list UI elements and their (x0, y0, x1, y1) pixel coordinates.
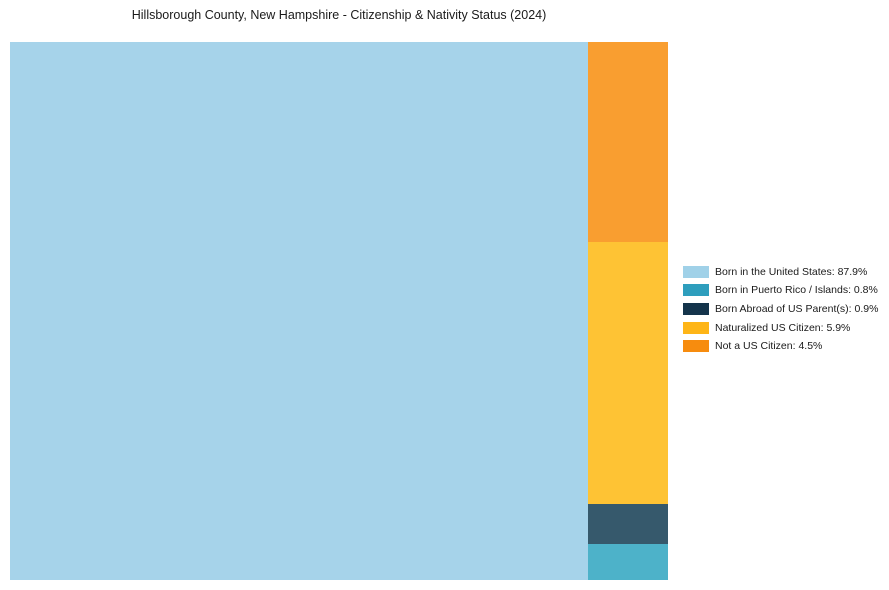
legend-label-born-in-us: Born in the United States: 87.9% (715, 265, 868, 278)
legend-item-naturalized-citizen: Naturalized US Citizen: 5.9% (683, 321, 878, 334)
legend-item-born-puerto-rico: Born in Puerto Rico / Islands: 0.8% (683, 284, 878, 297)
legend-label-born-puerto-rico: Born in Puerto Rico / Islands: 0.8% (715, 284, 878, 297)
treemap-block-not-us-citizen (588, 42, 668, 242)
treemap-plot (10, 42, 668, 580)
legend: Born in the United States: 87.9% Born in… (683, 265, 878, 358)
legend-item-not-us-citizen: Not a US Citizen: 4.5% (683, 340, 878, 353)
legend-item-born-in-us: Born in the United States: 87.9% (683, 265, 878, 278)
chart-title: Hillsborough County, New Hampshire - Cit… (131, 8, 547, 22)
legend-label-naturalized-citizen: Naturalized US Citizen: 5.9% (715, 321, 851, 334)
legend-swatch-naturalized-citizen (683, 321, 709, 334)
treemap-minor-column (588, 42, 668, 580)
treemap-block-born-puerto-rico (588, 544, 668, 580)
legend-label-not-us-citizen: Not a US Citizen: 4.5% (715, 340, 823, 353)
legend-label-born-abroad: Born Abroad of US Parent(s): 0.9% (715, 302, 879, 315)
treemap-block-born-in-us (10, 42, 588, 580)
legend-swatch-born-in-us (683, 265, 709, 278)
treemap-block-naturalized-citizen (588, 242, 668, 504)
legend-swatch-not-us-citizen (683, 340, 709, 353)
legend-item-born-abroad: Born Abroad of US Parent(s): 0.9% (683, 302, 878, 315)
treemap-block-born-abroad (588, 504, 668, 544)
legend-swatch-born-puerto-rico (683, 284, 709, 297)
legend-swatch-born-abroad (683, 302, 709, 315)
